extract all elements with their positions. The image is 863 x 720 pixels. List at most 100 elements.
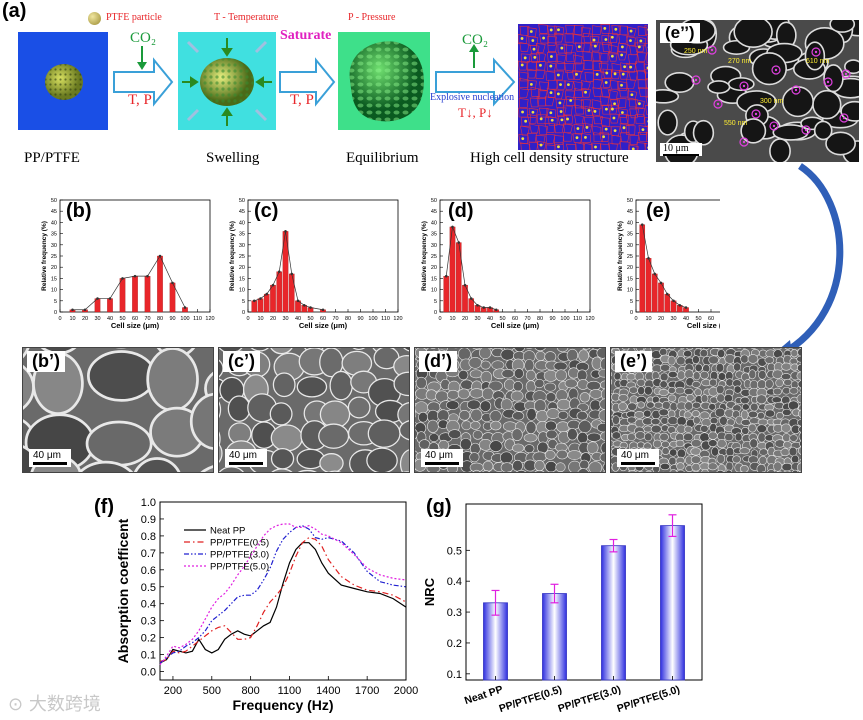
sem-cell <box>715 384 725 395</box>
cell-wall <box>591 99 602 109</box>
hist-xtick-label: 60 <box>512 316 518 322</box>
sem-cell <box>397 402 409 428</box>
cell-wall <box>556 80 566 90</box>
ptfe-dot <box>610 35 614 39</box>
sem-cell <box>798 432 801 441</box>
hist-xtick-label: 10 <box>257 316 263 322</box>
sem-cell <box>415 376 427 389</box>
sem-cell <box>716 439 727 449</box>
e2-cell <box>781 86 814 118</box>
sem-cell <box>686 394 695 402</box>
sem-cell <box>567 419 581 430</box>
cell-wall <box>574 114 584 125</box>
sem-cell <box>650 424 662 434</box>
sem-cell <box>626 416 637 424</box>
g-ytick-label: 0.2 <box>447 638 462 650</box>
sem-cell <box>556 398 571 411</box>
ptfe-dot <box>637 45 641 49</box>
sem-cell <box>499 451 513 464</box>
cell-wall <box>593 114 603 125</box>
sem-cell <box>797 409 801 418</box>
ptfe-dot <box>524 119 528 123</box>
co2-arrow-1 <box>113 46 174 107</box>
sem-cell <box>459 438 472 451</box>
sem-cell <box>466 399 481 410</box>
f-series-2 <box>159 525 407 664</box>
ptfe-dot <box>533 56 537 59</box>
cell-wall <box>610 126 621 136</box>
cell-wall <box>536 114 547 125</box>
ptfe-dot <box>529 30 533 33</box>
e2-scale-bar: 10 μm <box>660 143 702 156</box>
g-ytick-label: 0.4 <box>447 576 462 588</box>
sem-cell <box>489 440 503 452</box>
ptfe-dot <box>595 72 599 76</box>
sem-cell <box>654 471 657 472</box>
cell-wall <box>564 80 574 90</box>
ptfe-dot <box>549 28 553 32</box>
sem-cell <box>659 372 669 382</box>
hist-xtick-label: 120 <box>205 316 214 322</box>
hist-bar-c <box>263 293 270 313</box>
high-cell-density-box <box>517 23 658 155</box>
ptfe-dot <box>520 63 524 67</box>
ptfe-dot <box>539 63 542 67</box>
f-xtick-label: 1400 <box>316 685 340 697</box>
sem-cell <box>85 420 153 467</box>
sem-cell <box>535 350 546 361</box>
sem-cell <box>684 425 693 433</box>
sem-cell <box>599 398 605 411</box>
sem-cell <box>549 471 555 472</box>
caption-pp-ptfe: PP/PTFE <box>24 150 80 166</box>
hist-xtick-label: 70 <box>524 316 530 322</box>
hist-ytick-label: 30 <box>239 243 245 249</box>
hist-bar-c <box>257 298 264 313</box>
polymer-particle-image <box>45 64 83 100</box>
cell-wall <box>529 123 539 134</box>
hist-ytick-label: 10 <box>239 288 245 294</box>
ptfe-dot <box>587 109 591 112</box>
hist-ytick-label: 50 <box>239 198 245 204</box>
sem-cell <box>661 447 670 455</box>
hist-ytick-label: 45 <box>431 209 437 215</box>
hist-xtick-label: 30 <box>282 316 288 322</box>
sem-cell <box>546 408 560 419</box>
cell-wall <box>556 54 567 64</box>
cell-wall <box>625 125 636 135</box>
sem-cell <box>525 421 537 435</box>
sem-cell <box>219 359 224 378</box>
cell-wall <box>589 35 600 46</box>
sem-cell <box>733 362 742 372</box>
panel-e-label: (e) <box>646 200 671 222</box>
sem-cell <box>506 471 513 472</box>
hist-xlabel-e: Cell size (μm) <box>687 321 720 330</box>
cell-wall <box>528 36 539 46</box>
hist-ytick-label: 25 <box>239 254 245 260</box>
sem-cell <box>453 471 457 472</box>
sem-cell <box>789 387 799 395</box>
sem-cell <box>458 410 471 421</box>
hist-xtick-label: 100 <box>368 316 377 322</box>
ptfe-dot <box>549 64 553 68</box>
sem-cell <box>523 433 538 443</box>
hist-xtick-label: 100 <box>560 316 569 322</box>
e2-marker-dot <box>842 116 846 120</box>
watermark-text: 大数跨境 <box>28 694 101 715</box>
ptfe-dot <box>613 102 616 106</box>
hist-xtick-label: 60 <box>132 316 138 322</box>
hist-ytick-label: 0 <box>54 310 57 316</box>
cell-wall <box>518 98 529 108</box>
cell-wall <box>519 88 529 98</box>
caption-swelling: Swelling <box>206 150 260 166</box>
ptfe-dot <box>593 109 597 113</box>
sem-cell <box>676 448 686 459</box>
sem-cell <box>469 369 483 379</box>
sem-cell <box>756 463 766 472</box>
sem-cell <box>544 351 557 363</box>
f-ytick-label: 0.7 <box>141 548 156 560</box>
sem-cell <box>78 460 134 472</box>
hist-point <box>444 274 448 278</box>
cell-wall <box>609 79 620 90</box>
annotation-300nm: 300 nm <box>760 98 784 105</box>
sem-cell <box>556 449 568 460</box>
